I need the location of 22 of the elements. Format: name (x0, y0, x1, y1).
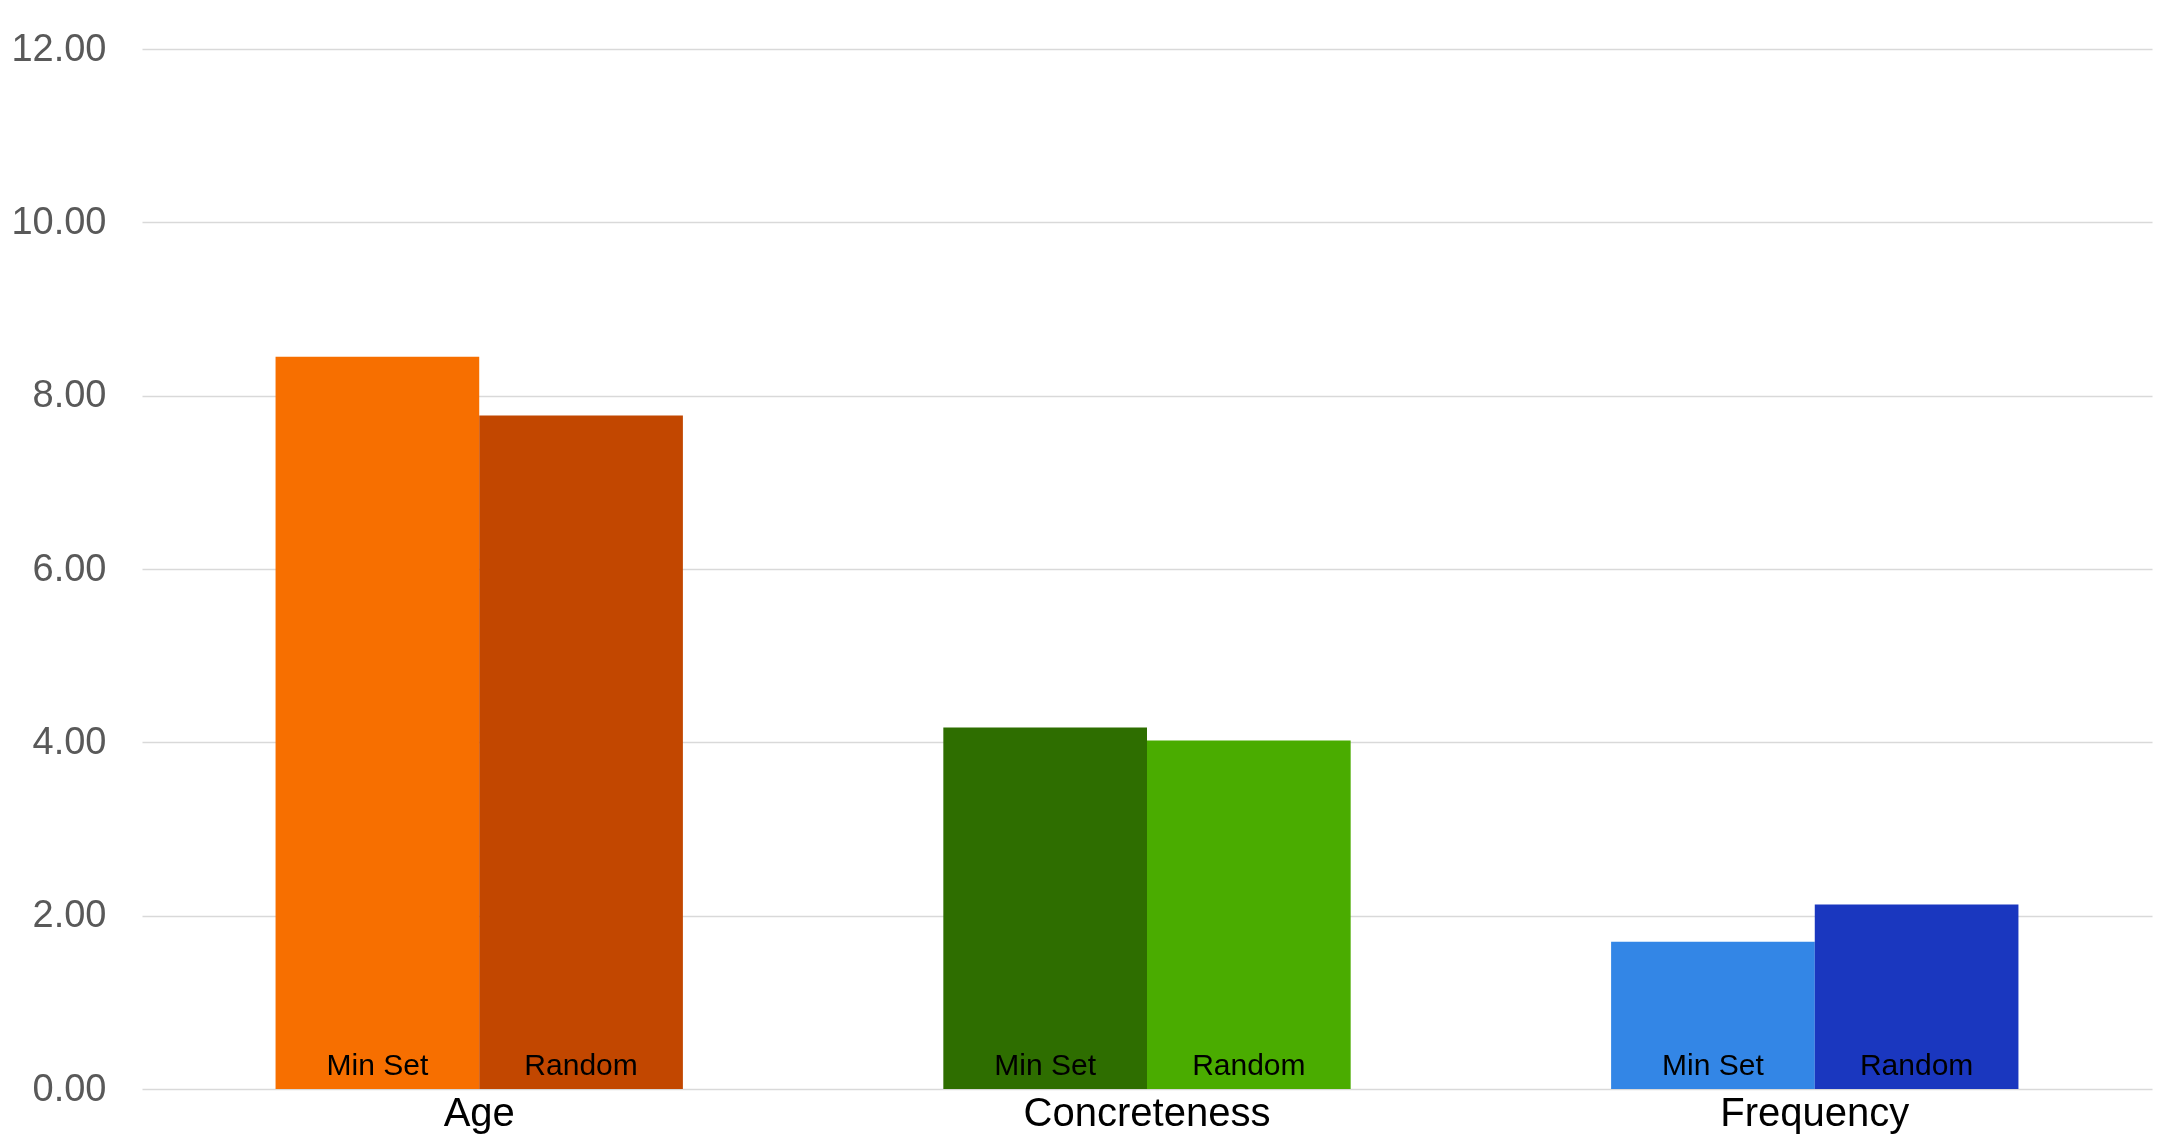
y-tick-label: 10.00 (11, 199, 107, 242)
y-tick-label: 2.00 (32, 893, 107, 936)
bar (1814, 904, 2019, 1089)
y-tick-label: 4.00 (32, 719, 107, 762)
bar (1611, 941, 1815, 1089)
y-tick-label: 8.00 (32, 373, 107, 416)
text: Min Set (994, 1048, 1097, 1081)
text: Random (1859, 1048, 1974, 1081)
text: Random (1192, 1048, 1306, 1081)
bar (275, 356, 480, 1089)
y-tick-label: 6.00 (32, 546, 107, 589)
x-tick-label: Concreteness (1023, 1089, 1271, 1134)
bar (943, 727, 1147, 1089)
y-tick-label: 0.00 (32, 1066, 107, 1109)
bar (1147, 740, 1351, 1089)
x-tick-label: Age (443, 1089, 515, 1134)
bar (479, 415, 683, 1089)
x-tick-label: Frequency (1720, 1089, 1910, 1134)
series-label: Min Set (326, 1048, 429, 1081)
text: Min Set (1662, 1048, 1764, 1081)
y-tick-label: 12.00 (11, 26, 107, 69)
series-label: Random (524, 1048, 638, 1081)
